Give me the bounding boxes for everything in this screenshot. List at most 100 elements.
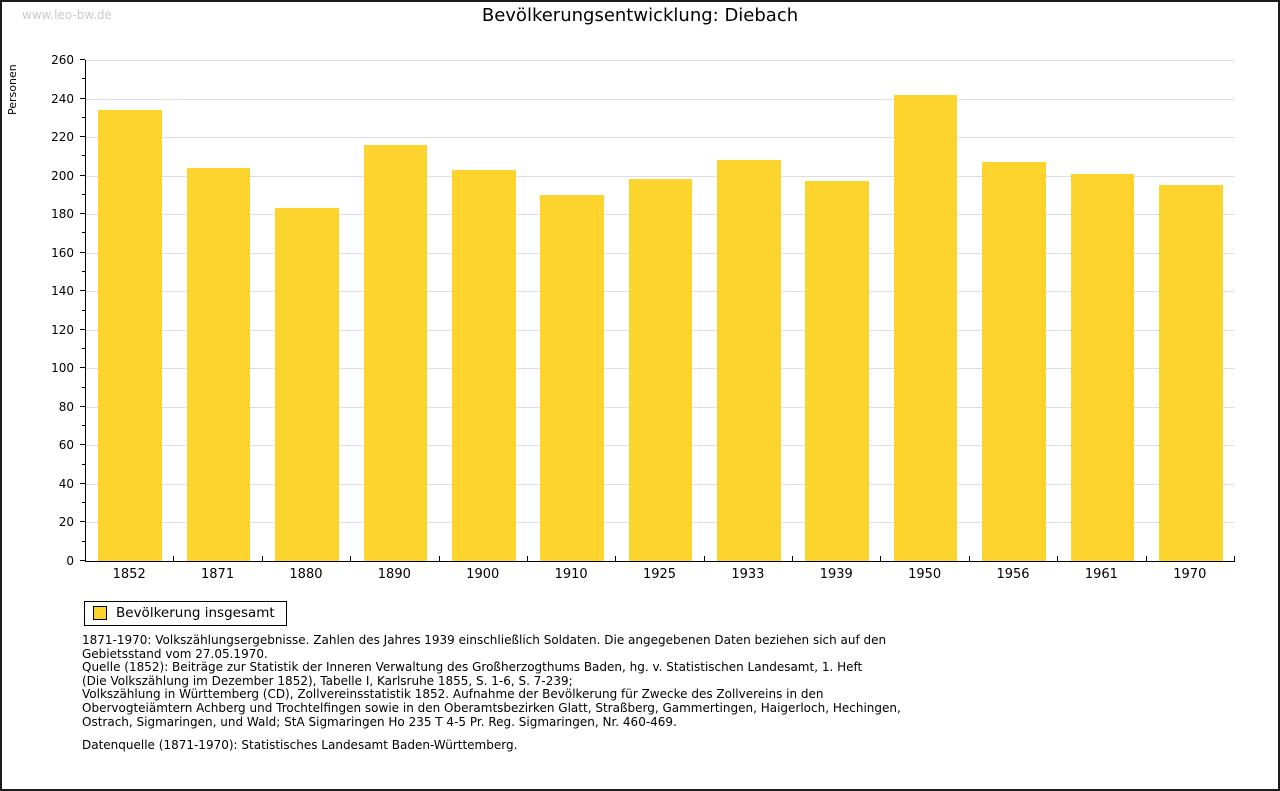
y-axis-tick — [80, 328, 85, 330]
footnote-line: Obervogteiämtern Achberg und Trochtelfin… — [82, 700, 901, 715]
gridline — [86, 175, 1235, 177]
y-axis-label: 240 — [51, 91, 74, 106]
y-axis-minor-tick — [82, 348, 85, 350]
y-axis-minor-tick — [82, 386, 85, 388]
bar-group — [881, 60, 969, 561]
bar — [186, 167, 251, 561]
x-axis-tick — [173, 556, 175, 561]
bar-group — [705, 60, 793, 561]
y-axis-tick — [80, 290, 85, 292]
bar-group — [86, 60, 174, 561]
legend-label: Bevölkerung insgesamt — [116, 605, 275, 621]
y-axis-label: 100 — [51, 361, 74, 376]
x-axis-label: 1970 — [1173, 567, 1207, 582]
y-axis-label: 180 — [51, 207, 74, 222]
y-axis-tick — [80, 444, 85, 446]
y-axis-label: 200 — [51, 168, 74, 183]
x-axis-tick — [261, 556, 263, 561]
footnote-line: Quelle (1852): Beiträge zur Statistik de… — [82, 660, 863, 675]
footnote-line: 1871-1970: Volkszählungsergebnisse. Zahl… — [82, 633, 887, 647]
bar — [451, 169, 516, 561]
bar-group — [1058, 60, 1146, 561]
y-axis-minor-tick — [82, 540, 85, 542]
bar — [363, 144, 428, 561]
y-axis-tick — [80, 521, 85, 523]
y-axis-label: 140 — [51, 284, 74, 299]
y-axis-minor-tick — [82, 155, 85, 157]
bar — [540, 194, 604, 561]
bar-group — [174, 60, 262, 561]
bar — [893, 94, 958, 561]
y-axis-label: 20 — [58, 515, 74, 530]
y-axis-minor-tick — [82, 309, 85, 311]
watermark: www.leo-bw.de — [22, 8, 112, 22]
y-axis-label: 0 — [66, 554, 74, 568]
x-axis-label: 1871 — [201, 567, 235, 582]
x-axis-label: 1956 — [996, 567, 1030, 582]
datasource-line: Datenquelle (1871-1970): Statistisches L… — [82, 738, 518, 753]
y-axis-minor-tick — [82, 463, 85, 465]
y-axis-tick — [80, 367, 85, 369]
y-axis-tick — [80, 97, 85, 99]
gridline — [86, 98, 1235, 100]
y-axis-label: 80 — [58, 399, 74, 414]
y-axis-tick — [80, 174, 85, 176]
x-axis-label: 1933 — [731, 567, 765, 582]
bar-group — [970, 60, 1058, 561]
x-axis-tick — [1234, 556, 1235, 561]
x-axis-label: 1900 — [466, 567, 500, 582]
y-axis-tick — [80, 59, 85, 60]
plot-area — [85, 60, 1235, 562]
gridline — [86, 60, 1235, 61]
bar — [805, 181, 870, 561]
x-axis-label: 1880 — [289, 567, 323, 582]
x-axis-tick — [438, 556, 440, 561]
x-axis-tick — [615, 556, 617, 561]
bar — [1158, 185, 1223, 561]
y-axis-label: 220 — [51, 130, 74, 145]
y-axis-tick — [80, 482, 85, 484]
bar-group — [793, 60, 881, 561]
y-axis-label: 60 — [58, 438, 74, 453]
x-axis-label: 1950 — [908, 567, 942, 582]
y-axis-tick — [80, 136, 85, 138]
y-axis-tick — [80, 560, 85, 561]
y-axis-minor-tick — [82, 270, 85, 272]
x-axis-tick — [1057, 556, 1059, 561]
bar — [98, 110, 162, 561]
y-axis-label: 40 — [58, 476, 74, 491]
y-axis-minor-tick — [82, 116, 85, 118]
y-axis-minor-tick — [82, 425, 85, 427]
x-axis-tick — [880, 556, 882, 561]
x-axis-tick — [526, 556, 528, 561]
x-axis-label: 1925 — [642, 567, 677, 582]
y-axis-label: 120 — [51, 322, 74, 337]
y-axis-minor-tick — [82, 193, 85, 195]
x-axis-label: 1961 — [1084, 567, 1118, 582]
y-axis-label: 160 — [51, 245, 74, 260]
footnote-line: (Die Volkszählung im Dezember 1852), Tab… — [82, 673, 573, 688]
bar — [982, 162, 1046, 561]
x-axis-tick — [703, 556, 705, 561]
bar-group — [1147, 60, 1235, 561]
x-axis-tick — [1145, 556, 1147, 561]
bar-group — [616, 60, 704, 561]
legend-swatch-icon — [93, 606, 107, 620]
x-axis-label: 1852 — [112, 567, 146, 582]
x-axis-tick — [792, 556, 794, 561]
y-axis-label: 260 — [51, 53, 74, 67]
y-axis-tick — [80, 251, 85, 253]
chart-title: Bevölkerungsentwicklung: Diebach — [481, 5, 799, 26]
bar — [275, 208, 339, 561]
y-axis-minor-tick — [82, 78, 85, 80]
footnote-line: Gebietsstand vom 27.05.1970. — [82, 646, 268, 661]
footnote-line: Volkszählung in Württemberg (CD), Zollve… — [82, 687, 824, 702]
bar-group — [351, 60, 439, 561]
y-axis: 0 20 40 60 80 100 120 140 160 180 200 220 240 260 — [2, 53, 85, 568]
bar — [628, 179, 693, 561]
footnotes: 1871-1970: Volkszählungsergebnisse. Zahl… — [82, 633, 901, 753]
legend: Bevölkerung insgesamt — [84, 601, 287, 626]
y-axis-minor-tick — [82, 502, 85, 504]
bar — [717, 160, 781, 561]
